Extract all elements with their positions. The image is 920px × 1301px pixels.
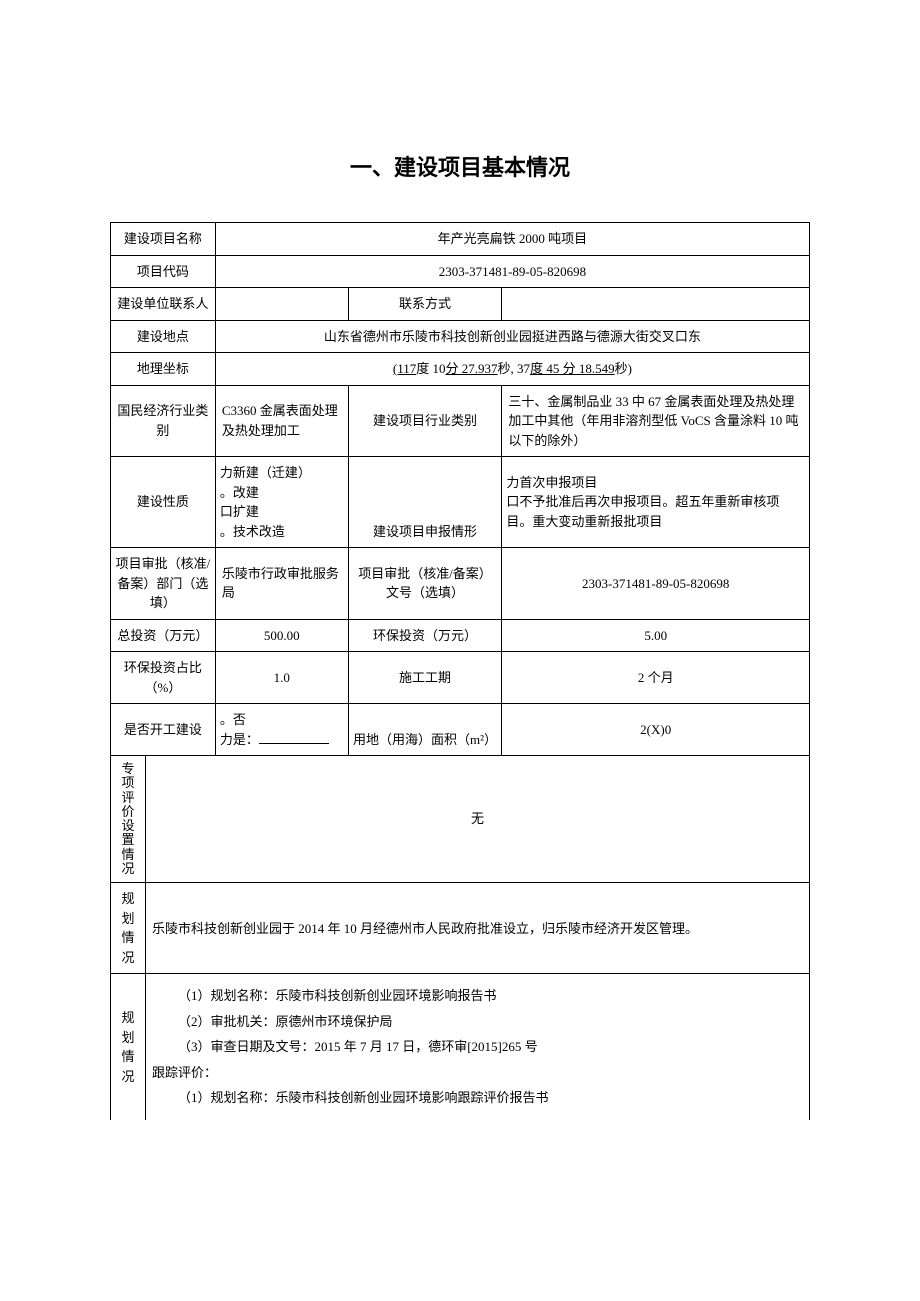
label-env-invest: 环保投资（万元）: [348, 619, 502, 652]
label-contact: 建设单位联系人: [111, 288, 216, 321]
table-row: 规划情况 乐陵市科技创新创业园于 2014 年 10 月经德州市人民政府批准设立…: [111, 883, 810, 974]
option-line: 。否: [220, 710, 344, 730]
table-row: 建设地点 山东省德州市乐陵市科技创新创业园挺进西路与德源大街交叉口东: [111, 320, 810, 353]
option-line: 力是：: [220, 730, 344, 750]
val-env-ratio: 1.0: [215, 652, 348, 704]
blank-line: [259, 743, 329, 744]
label-plan-2: 规划情况: [111, 974, 146, 1120]
label-approval-dept: 项目审批（核准/备案）部门（选填）: [111, 548, 216, 620]
label-industry-cat: 建设项目行业类别: [348, 385, 502, 457]
option-line: 口不予批准后再次申报项目。超五年重新审核项目。重大变动重新报批项目: [506, 492, 805, 531]
label-env-ratio: 环保投资占比（%）: [111, 652, 216, 704]
table-row: 总投资（万元） 500.00 环保投资（万元） 5.00: [111, 619, 810, 652]
val-duration: 2 个月: [502, 652, 810, 704]
coord-part: 度 10: [416, 361, 445, 376]
val-total-invest: 500.00: [215, 619, 348, 652]
label-duration: 施工工期: [348, 652, 502, 704]
para: （1）规划名称：乐陵市科技创新创业园环境影响报告书: [152, 986, 805, 1006]
page-title: 一、建设项目基本情况: [110, 150, 810, 182]
val-industry: C3360 金属表面处理及热处理加工: [215, 385, 348, 457]
table-row: 建设单位联系人 联系方式: [111, 288, 810, 321]
label-land-area: 用地（用海）面积（m²）: [348, 704, 502, 756]
val-plan-1: 乐陵市科技创新创业园于 2014 年 10 月经德州市人民政府批准设立，归乐陵市…: [145, 883, 809, 974]
val-contact-method: [502, 288, 810, 321]
label-location: 建设地点: [111, 320, 216, 353]
val-env-invest: 5.00: [502, 619, 810, 652]
coord-part: 度 45 分 18.549: [530, 361, 615, 376]
val-started: 。否 力是：: [215, 704, 348, 756]
label-started: 是否开工建设: [111, 704, 216, 756]
val-special-eval: 无: [145, 756, 809, 883]
option-line: 力首次申报项目: [506, 473, 805, 493]
label-coords: 地理坐标: [111, 353, 216, 386]
val-approval-no: 2303-371481-89-05-820698: [502, 548, 810, 620]
label-declare: 建设项目申报情形: [348, 457, 502, 548]
val-approval-dept: 乐陵市行政审批服务局: [215, 548, 348, 620]
option-text: 力是：: [220, 732, 259, 747]
val-industry-cat: 三十、金属制品业 33 中 67 金属表面处理及热处理加工中其他（年用非溶剂型低…: [502, 385, 810, 457]
table-row: 专项评价设置情况 无: [111, 756, 810, 883]
table-row: 建设项目名称 年产光亮扁铁 2000 吨项目: [111, 223, 810, 256]
table-row: 是否开工建设 。否 力是： 用地（用海）面积（m²） 2(X)0: [111, 704, 810, 756]
val-project-code: 2303-371481-89-05-820698: [215, 255, 809, 288]
coord-part: 秒): [615, 361, 632, 376]
val-location: 山东省德州市乐陵市科技创新创业园挺进西路与德源大街交叉口东: [215, 320, 809, 353]
val-nature: 力新建（迁建） 。改建 口扩建 。技术改造: [215, 457, 348, 548]
label-industry: 国民经济行业类别: [111, 385, 216, 457]
table-row: 地理坐标 (117度 10分 27.937秒, 37度 45 分 18.549秒…: [111, 353, 810, 386]
label-project-code: 项目代码: [111, 255, 216, 288]
label-project-name: 建设项目名称: [111, 223, 216, 256]
para: （1）规划名称：乐陵市科技创新创业园环境影响跟踪评价报告书: [152, 1088, 805, 1108]
val-declare: 力首次申报项目 口不予批准后再次申报项目。超五年重新审核项目。重大变动重新报批项…: [502, 457, 810, 548]
coord-part: (117: [393, 361, 416, 376]
label-contact-method: 联系方式: [348, 288, 502, 321]
label-plan-1: 规划情况: [111, 883, 146, 974]
label-approval-no: 项目审批（核准/备案）文号（选填）: [348, 548, 502, 620]
val-contact-person: [215, 288, 348, 321]
table-row: 项目代码 2303-371481-89-05-820698: [111, 255, 810, 288]
table-row: 规划情况 （1）规划名称：乐陵市科技创新创业园环境影响报告书 （2）审批机关：原…: [111, 974, 810, 1120]
option-line: 。技术改造: [220, 522, 344, 542]
val-coords: (117度 10分 27.937秒, 37度 45 分 18.549秒): [215, 353, 809, 386]
val-land-area: 2(X)0: [502, 704, 810, 756]
label-nature: 建设性质: [111, 457, 216, 548]
para: （3）审查日期及文号：2015 年 7 月 17 日，德环审[2015]265 …: [152, 1037, 805, 1057]
coord-part: 分 27.937: [446, 361, 498, 376]
label-special-eval: 专项评价设置情况: [111, 756, 146, 883]
coord-part: 秒, 37: [498, 361, 531, 376]
table-row: 建设性质 力新建（迁建） 。改建 口扩建 。技术改造 建设项目申报情形 力首次申…: [111, 457, 810, 548]
option-line: 力新建（迁建）: [220, 463, 344, 483]
option-line: 口扩建: [220, 502, 344, 522]
label-total-invest: 总投资（万元）: [111, 619, 216, 652]
val-project-name: 年产光亮扁铁 2000 吨项目: [215, 223, 809, 256]
option-line: 。改建: [220, 483, 344, 503]
table-row: 项目审批（核准/备案）部门（选填） 乐陵市行政审批服务局 项目审批（核准/备案）…: [111, 548, 810, 620]
para: （2）审批机关：原德州市环境保护局: [152, 1012, 805, 1032]
table-row: 国民经济行业类别 C3360 金属表面处理及热处理加工 建设项目行业类别 三十、…: [111, 385, 810, 457]
table-row: 环保投资占比（%） 1.0 施工工期 2 个月: [111, 652, 810, 704]
para: 跟踪评价：: [152, 1063, 805, 1083]
project-info-table: 建设项目名称 年产光亮扁铁 2000 吨项目 项目代码 2303-371481-…: [110, 222, 810, 1120]
val-plan-2: （1）规划名称：乐陵市科技创新创业园环境影响报告书 （2）审批机关：原德州市环境…: [145, 974, 809, 1120]
